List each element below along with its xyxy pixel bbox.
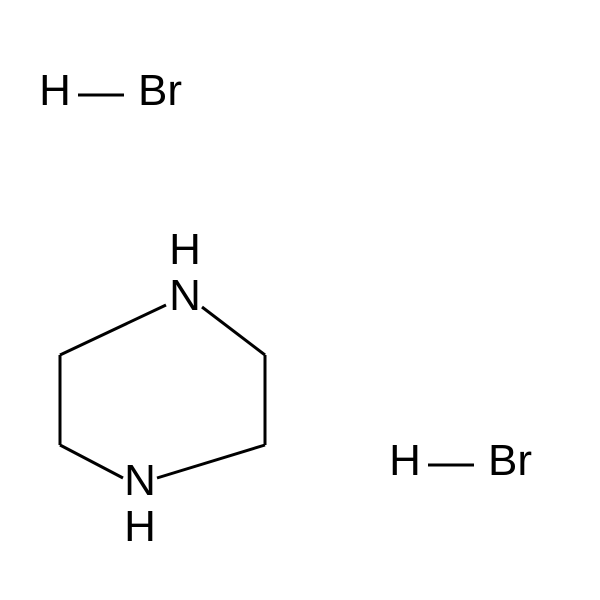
atom-label: H	[389, 436, 421, 485]
atom-label: H	[124, 502, 156, 551]
atom-label: N	[169, 271, 201, 320]
bond	[60, 445, 123, 478]
hbr_top: H Br	[39, 66, 182, 115]
atom-label: H	[169, 225, 201, 274]
atom-label: N	[124, 456, 156, 505]
atom-label: Br	[488, 436, 532, 485]
piperazine: NHNH	[60, 225, 265, 551]
atom-label: H	[39, 66, 71, 115]
chemical-structure-diagram: HBrHBrNHNH	[0, 0, 600, 600]
bond	[60, 305, 166, 355]
bond	[157, 445, 265, 478]
hbr_right: H Br	[389, 436, 532, 485]
atom-label: Br	[138, 66, 182, 115]
bond	[202, 307, 265, 355]
